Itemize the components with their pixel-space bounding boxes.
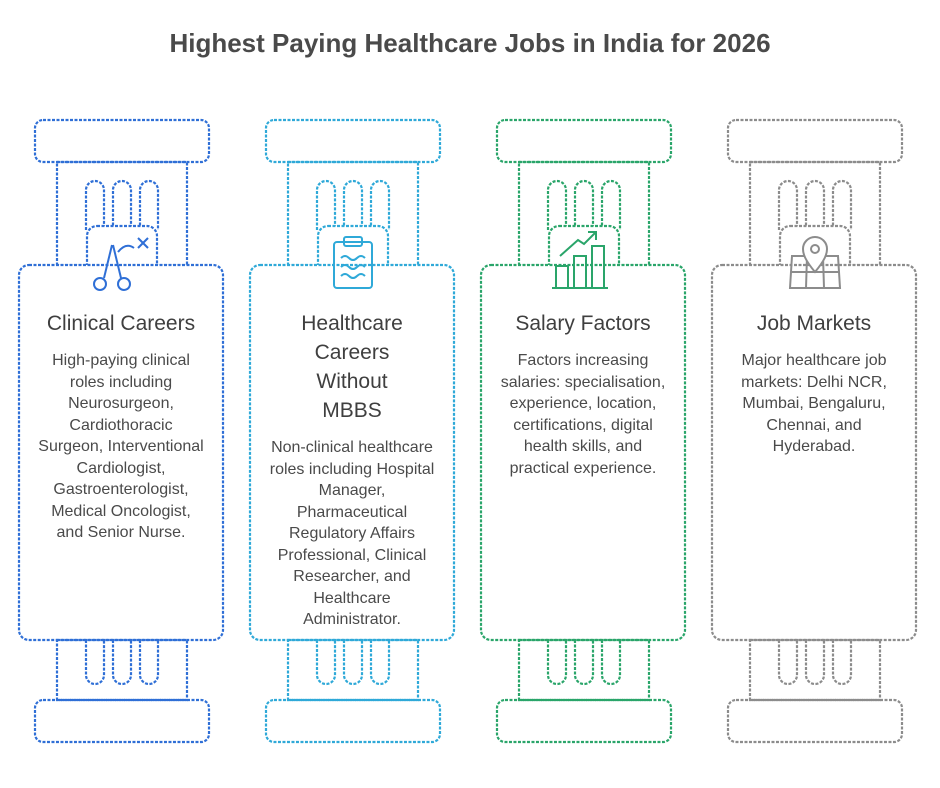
pillar-2 <box>248 118 456 744</box>
map-pin-icon <box>788 236 842 289</box>
pillar-base <box>264 698 442 744</box>
pillar-capital <box>264 118 442 164</box>
card-description: High-paying clinical roles including Neu… <box>38 352 204 541</box>
clipboard-icon <box>333 236 373 289</box>
pillar-1-text: Clinical Careers High-paying clinical ro… <box>26 309 216 544</box>
pillar-shaft-bottom <box>517 638 651 702</box>
pillar-shaft-bottom <box>286 638 420 702</box>
pillar-flutes-top <box>84 179 160 230</box>
card-title: Clinical Careers <box>46 312 196 335</box>
card-title: Job Markets <box>756 312 872 335</box>
pillar-capital <box>33 118 211 164</box>
pillar-3 <box>479 118 687 744</box>
card-description: Major healthcare job markets: Delhi NCR,… <box>741 352 887 455</box>
pillar-capital <box>726 118 904 164</box>
pillar-shaft-bottom <box>748 638 882 702</box>
pillar-flutes-top <box>546 179 622 230</box>
growth-chart-icon <box>552 231 608 289</box>
card-title: Salary Factors <box>515 312 651 335</box>
pillar-flutes-bottom <box>546 640 622 686</box>
card-title: Healthcare Careers Without MBBS <box>301 312 403 422</box>
pillar-capital <box>495 118 673 164</box>
pillar-2-text: Healthcare Careers Without MBBS Non-clin… <box>257 309 447 631</box>
pillar-flutes-bottom <box>315 640 391 686</box>
pillar-base <box>33 698 211 744</box>
pillar-flutes-top <box>315 179 391 230</box>
surgical-scissors-icon <box>93 237 149 291</box>
page-title: Highest Paying Healthcare Jobs in India … <box>169 28 771 58</box>
pillar-shaft-bottom <box>55 638 189 702</box>
pillar-base <box>495 698 673 744</box>
card-description: Non-clinical healthcare roles including … <box>269 439 435 628</box>
pillar-3-text: Salary Factors Factors increasing salari… <box>488 309 678 479</box>
card-description: Factors increasing salaries: specialisat… <box>500 352 666 477</box>
pillar-base <box>726 698 904 744</box>
pillar-flutes-bottom <box>777 640 853 686</box>
pillar-flutes-top <box>777 179 853 230</box>
pillar-1 <box>17 118 225 744</box>
pillar-4-text: Job Markets Major healthcare job markets… <box>719 309 909 458</box>
pillar-flutes-bottom <box>84 640 160 686</box>
